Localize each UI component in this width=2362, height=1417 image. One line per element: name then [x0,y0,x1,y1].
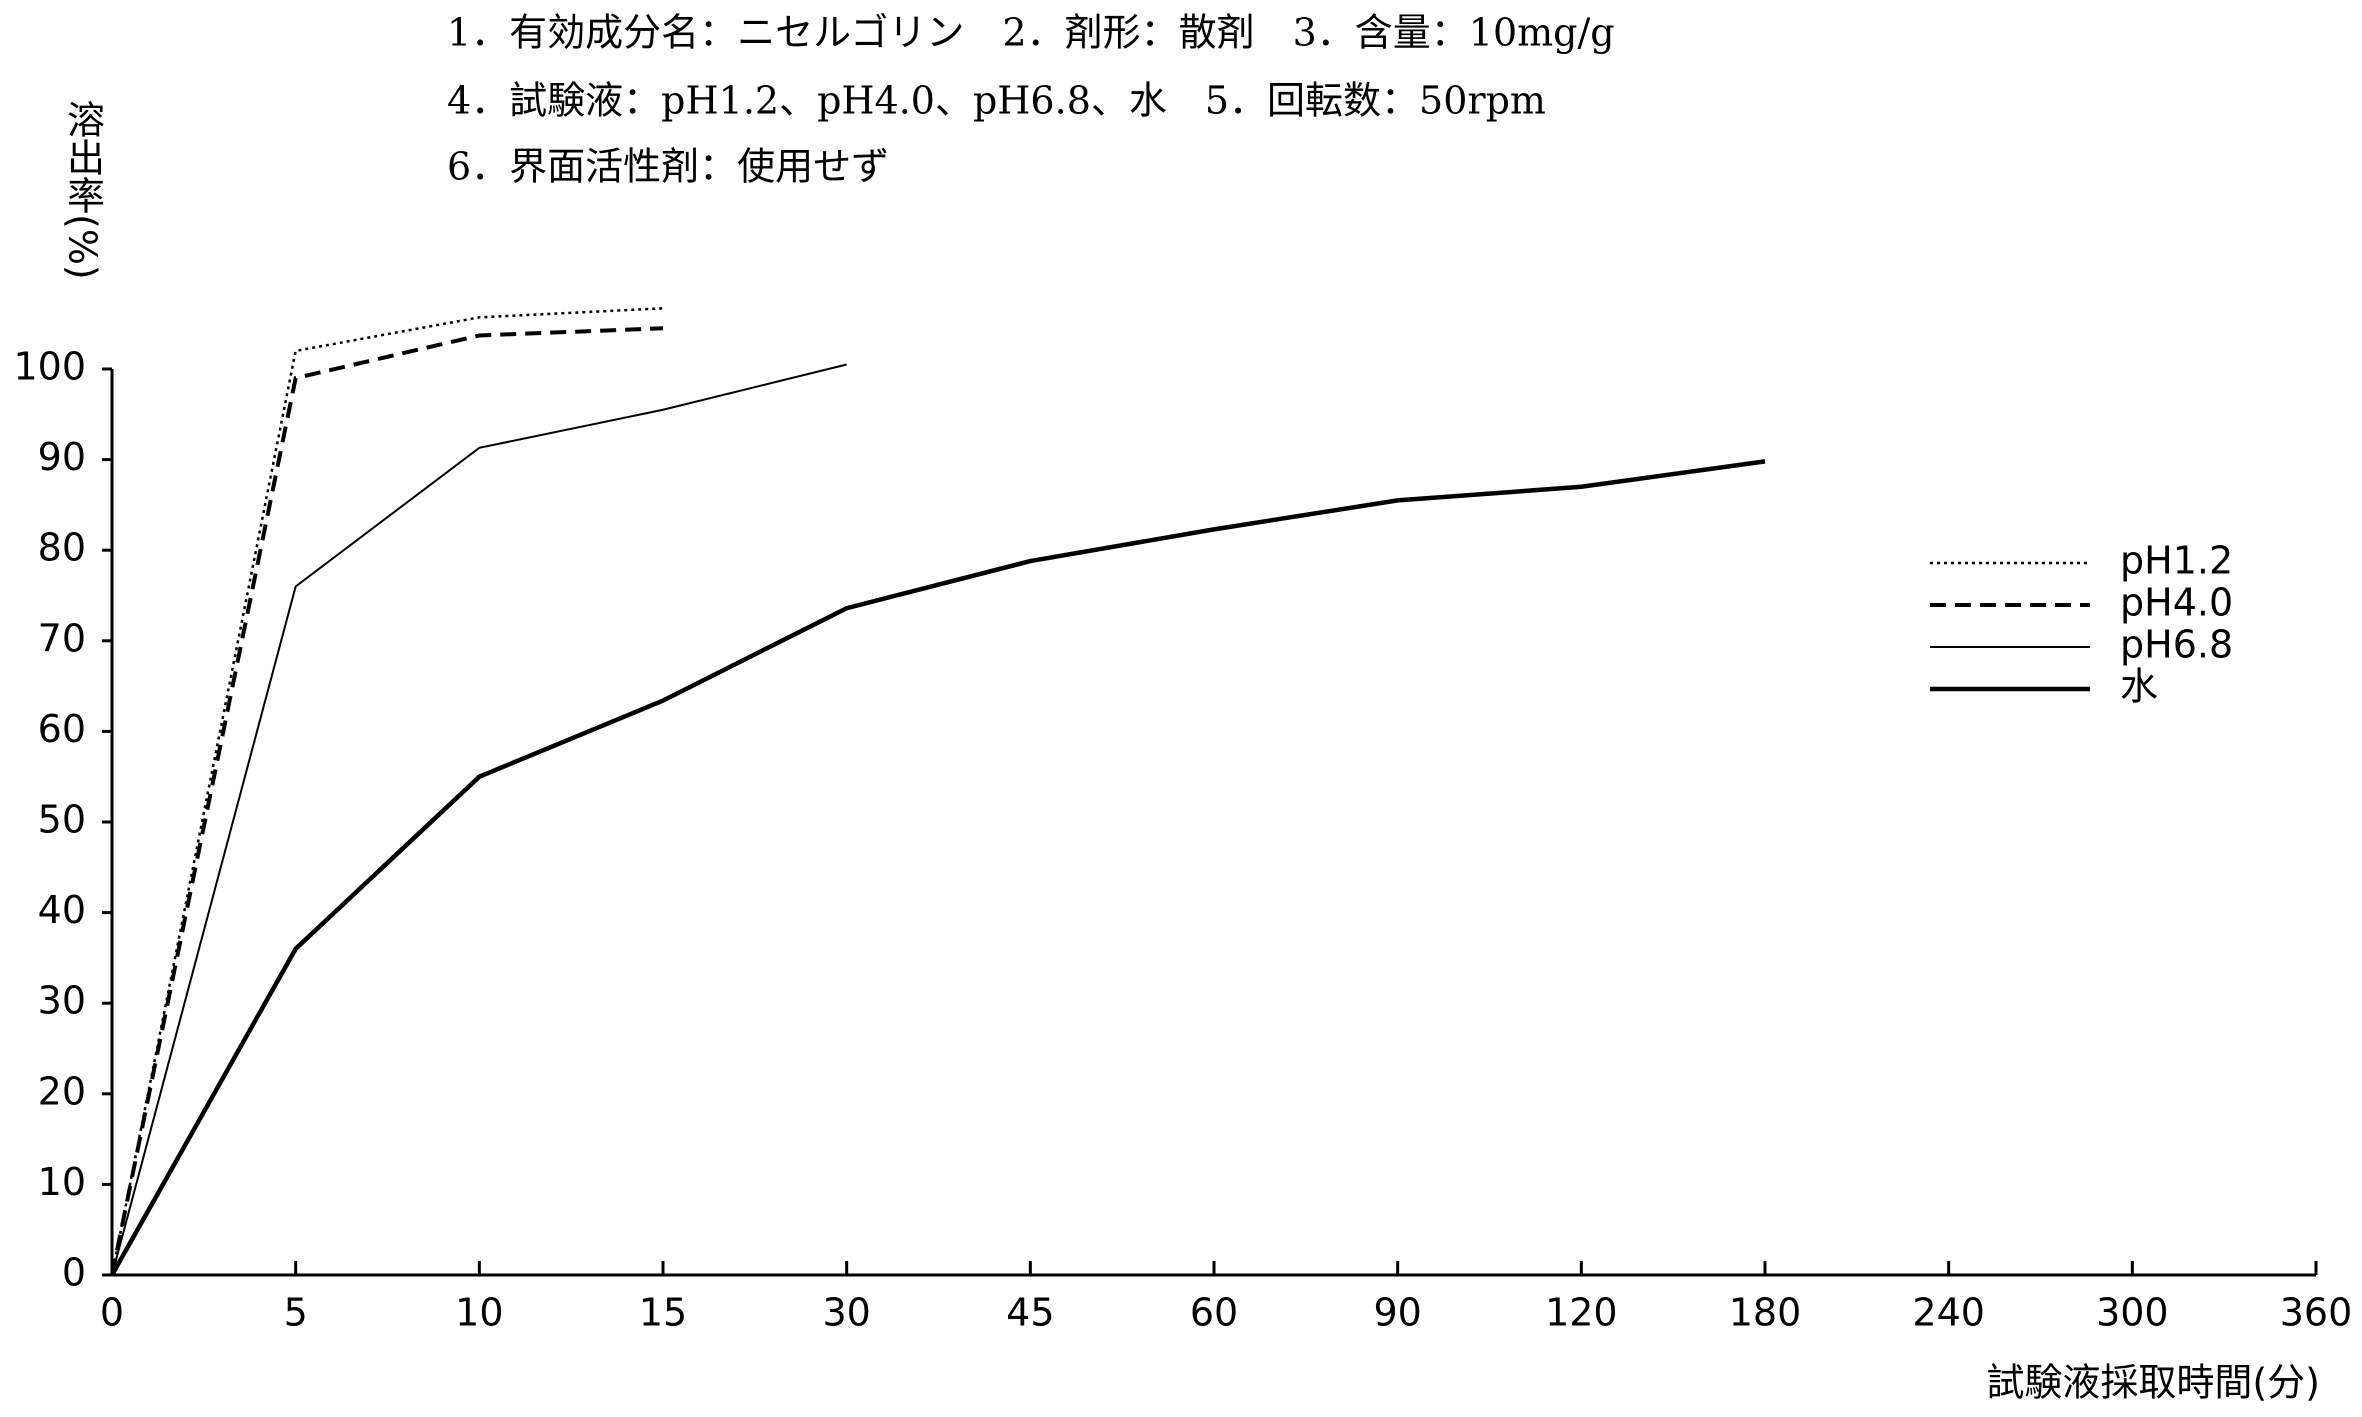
x-tick-label: 90 [1373,1291,1421,1335]
y-tick-label: 40 [38,888,86,932]
header-line: 4．試験液：pH1.2、pH4.0、pH6.8、水 5．回転数：50rpm [447,79,1546,123]
y-tick-label: 20 [38,1069,86,1113]
x-tick-label: 360 [2280,1291,2353,1335]
y-tick-label: 30 [38,979,86,1023]
x-tick-label: 10 [455,1291,503,1335]
series-line [111,363,847,1276]
y-tick-label: 10 [38,1160,86,1204]
x-tick-label: 45 [1006,1291,1054,1335]
x-tick-label: 60 [1190,1291,1238,1335]
series-line [110,326,664,1276]
x-tick-label: 15 [639,1291,687,1335]
x-tick-label: 180 [1729,1291,1802,1335]
legend-label: pH1.2 [2120,539,2233,583]
y-tick-label: 50 [38,798,86,842]
header-line: 6．界面活性剤：使用せず [447,145,889,189]
y-tick-label: 0 [62,1251,86,1295]
x-tick-label: 120 [1545,1291,1618,1335]
x-tick-label: 0 [100,1291,124,1335]
legend-label: 水 [2120,665,2158,709]
x-tick-label: 5 [284,1291,308,1335]
header-line: 1．有効成分名：ニセルゴリン 2．剤形：散剤 3．含量：10mg/g [447,11,1615,55]
y-axis-label: 溶出率(%) [61,100,105,280]
legend-label: pH6.8 [2120,623,2233,667]
series-line [110,459,1766,1277]
x-axis-label: 試験液採取時間(分) [1986,1361,2320,1405]
legend-label: pH4.0 [2120,581,2233,625]
x-tick-label: 300 [2096,1291,2169,1335]
series-line [110,307,664,1276]
y-tick-label: 70 [38,616,86,660]
x-tick-label: 240 [1912,1291,1985,1335]
y-tick-label: 100 [13,345,86,389]
y-tick-label: 90 [38,435,86,479]
y-tick-label: 60 [38,707,86,751]
x-tick-label: 30 [822,1291,870,1335]
y-tick-label: 80 [38,526,86,570]
